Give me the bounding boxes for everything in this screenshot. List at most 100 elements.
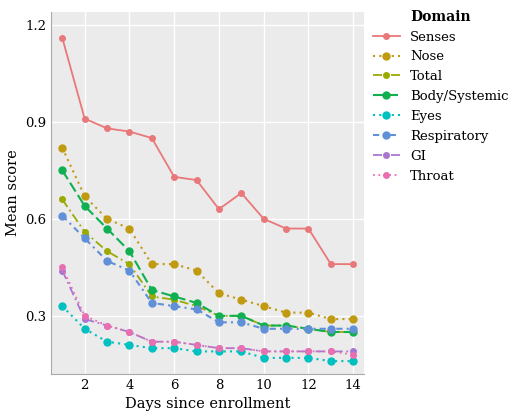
Respiratory (171, 304, 177, 309)
GI (238, 346, 244, 351)
Total (305, 326, 311, 331)
GI (305, 349, 311, 354)
Eyes (59, 304, 66, 309)
Body/Systemic (238, 313, 244, 318)
Respiratory (328, 326, 334, 331)
Respiratory (261, 326, 267, 331)
Total (238, 313, 244, 318)
Eyes (104, 339, 110, 344)
Line: Senses: Senses (59, 35, 356, 267)
Nose (305, 310, 311, 315)
Total (328, 329, 334, 334)
Eyes (350, 359, 356, 364)
Respiratory (126, 268, 133, 273)
GI (193, 342, 200, 347)
Line: Nose: Nose (59, 144, 357, 322)
Senses (193, 178, 200, 183)
GI (126, 329, 133, 334)
Body/Systemic (104, 226, 110, 231)
Total (350, 329, 356, 334)
Throat (104, 323, 110, 328)
Throat (126, 329, 133, 334)
Line: Respiratory: Respiratory (59, 212, 357, 332)
Y-axis label: Mean score: Mean score (6, 150, 20, 236)
Total (59, 197, 66, 202)
X-axis label: Days since enrollment: Days since enrollment (125, 397, 291, 412)
Total (171, 297, 177, 302)
Throat (216, 346, 222, 351)
Nose (193, 268, 200, 273)
Eyes (238, 349, 244, 354)
Nose (149, 261, 155, 266)
Line: Throat: Throat (59, 264, 356, 357)
Respiratory (350, 326, 356, 331)
Senses (126, 129, 133, 134)
Line: Eyes: Eyes (59, 303, 357, 364)
Line: GI: GI (59, 268, 356, 354)
Eyes (305, 355, 311, 360)
Nose (82, 194, 88, 199)
Eyes (216, 349, 222, 354)
Body/Systemic (149, 287, 155, 292)
Throat (193, 342, 200, 347)
Nose (171, 261, 177, 266)
Throat (328, 349, 334, 354)
Total (126, 261, 133, 266)
Respiratory (104, 259, 110, 264)
GI (261, 349, 267, 354)
Throat (171, 339, 177, 344)
GI (350, 349, 356, 354)
GI (216, 346, 222, 351)
Senses (283, 226, 289, 231)
Throat (238, 346, 244, 351)
Body/Systemic (171, 294, 177, 299)
Nose (350, 317, 356, 322)
Senses (261, 216, 267, 221)
Body/Systemic (283, 323, 289, 328)
Nose (216, 291, 222, 296)
GI (82, 317, 88, 322)
Nose (261, 304, 267, 309)
Total (149, 294, 155, 299)
Respiratory (238, 320, 244, 325)
GI (59, 268, 66, 273)
Throat (261, 349, 267, 354)
Line: Total: Total (59, 197, 356, 335)
GI (171, 339, 177, 344)
Total (104, 249, 110, 254)
Respiratory (216, 320, 222, 325)
Senses (238, 191, 244, 196)
Respiratory (149, 300, 155, 305)
Body/Systemic (261, 323, 267, 328)
Line: Body/Systemic: Body/Systemic (59, 167, 357, 335)
Eyes (171, 346, 177, 351)
Body/Systemic (350, 329, 356, 334)
Body/Systemic (328, 329, 334, 334)
Respiratory (193, 307, 200, 312)
Respiratory (283, 326, 289, 331)
Eyes (328, 359, 334, 364)
Body/Systemic (82, 203, 88, 208)
Senses (328, 261, 334, 266)
Eyes (193, 349, 200, 354)
Senses (149, 136, 155, 141)
Total (216, 313, 222, 318)
Throat (59, 265, 66, 270)
Throat (283, 349, 289, 354)
Senses (350, 261, 356, 266)
Throat (82, 313, 88, 318)
Senses (82, 116, 88, 121)
Senses (104, 126, 110, 131)
Throat (350, 352, 356, 357)
Throat (305, 349, 311, 354)
Body/Systemic (126, 249, 133, 254)
Nose (328, 317, 334, 322)
Total (261, 323, 267, 328)
Nose (104, 216, 110, 221)
Body/Systemic (193, 300, 200, 305)
Respiratory (82, 236, 88, 241)
Senses (216, 207, 222, 212)
Body/Systemic (305, 326, 311, 331)
Eyes (261, 355, 267, 360)
Nose (59, 145, 66, 150)
